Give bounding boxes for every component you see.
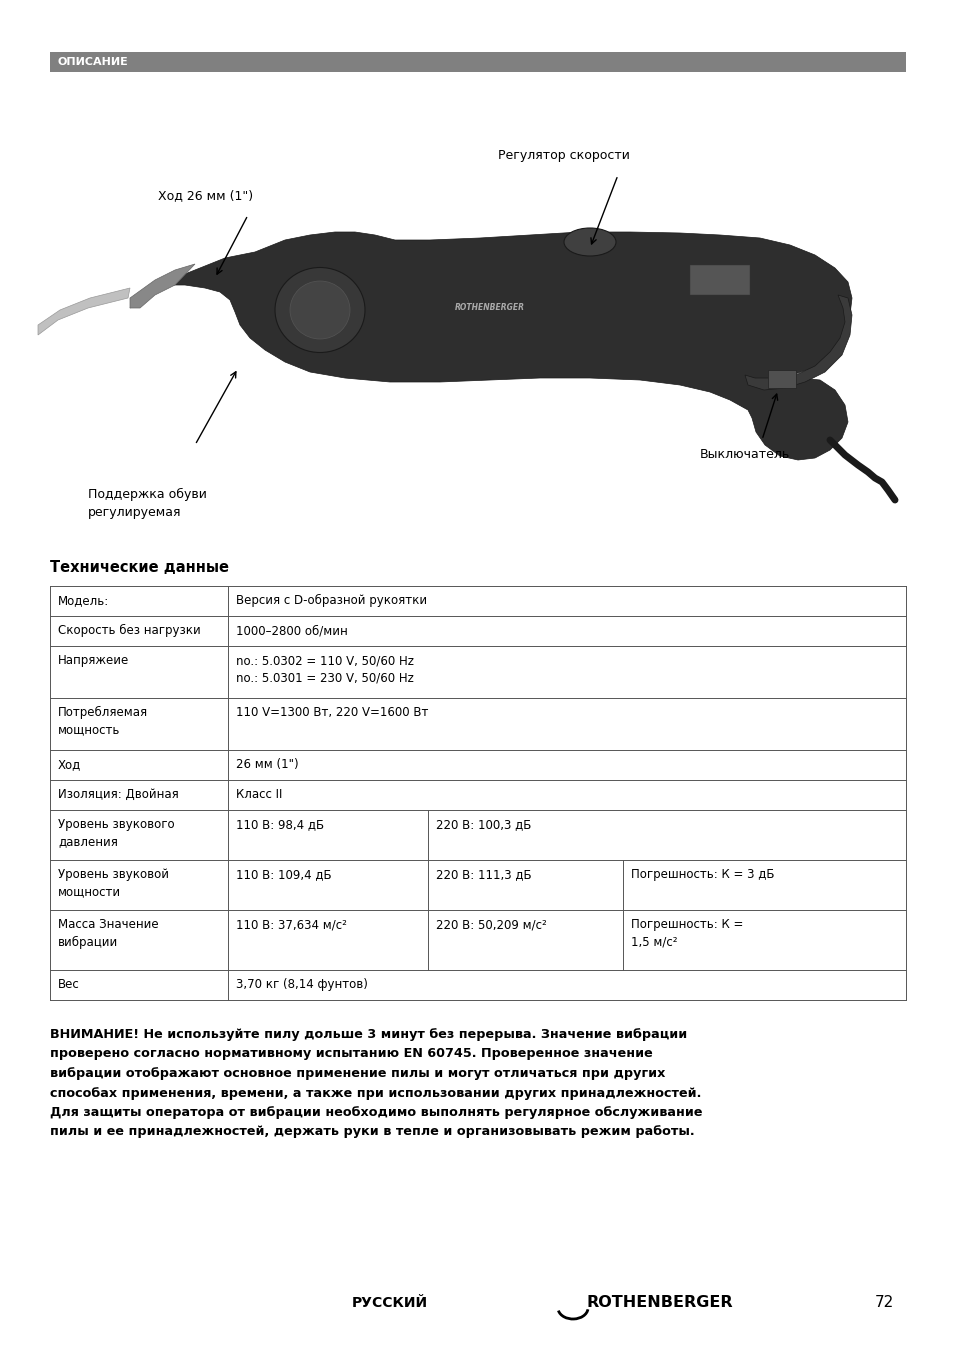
Text: 26 мм (1"): 26 мм (1") [235, 758, 298, 771]
Text: 110 В: 37,634 м/с²: 110 В: 37,634 м/с² [235, 918, 347, 932]
Text: ВНИМАНИЕ! Не используйте пилу дольше 3 минут без перерыва. Значение вибрации: ВНИМАНИЕ! Не используйте пилу дольше 3 м… [50, 1028, 686, 1041]
Bar [50, 646, 905, 698]
Polygon shape [744, 295, 851, 389]
Bar [50, 750, 905, 780]
Text: Уровень звукового
давления: Уровень звукового давления [58, 818, 174, 849]
Text: Выключатель: Выключатель [700, 448, 789, 461]
Text: способах применения, времени, а также при использовании других принадлежностей.: способах применения, времени, а также пр… [50, 1087, 700, 1099]
Text: Напряжеие: Напряжеие [58, 654, 129, 667]
Text: 3,70 кг (8,14 фунтов): 3,70 кг (8,14 фунтов) [235, 977, 368, 991]
Text: проверено согласно нормативному испытанию EN 60745. Проверенное значение: проверено согласно нормативному испытани… [50, 1048, 652, 1060]
Ellipse shape [290, 281, 350, 339]
Text: ОПИСАНИЕ: ОПИСАНИЕ [58, 57, 129, 68]
Text: Вес: Вес [58, 977, 80, 991]
Text: Поддержка обуви
регулируемая: Поддержка обуви регулируемая [88, 488, 207, 519]
Bar [767, 370, 795, 388]
Bar [50, 810, 905, 860]
Text: Версия с D-образной рукоятки: Версия с D-образной рукоятки [235, 594, 427, 607]
Text: Технические данные: Технические данные [50, 560, 229, 575]
Bar [50, 969, 905, 1000]
Ellipse shape [563, 228, 616, 256]
Text: вибрации отображают основное применение пилы и могут отличаться при других: вибрации отображают основное применение … [50, 1067, 664, 1080]
Bar [50, 617, 905, 646]
Text: Ход 26 мм (1"): Ход 26 мм (1") [158, 189, 253, 201]
Text: Класс II: Класс II [235, 788, 282, 800]
Text: Потребляемая
мощность: Потребляемая мощность [58, 706, 148, 737]
Text: Для защиты оператора от вибрации необходимо выполнять регулярное обслуживание: Для защиты оператора от вибрации необход… [50, 1106, 701, 1119]
Text: 220 В: 100,3 дБ: 220 В: 100,3 дБ [436, 818, 531, 831]
Text: ROTHENBERGER: ROTHENBERGER [455, 303, 524, 312]
Text: 110 В: 98,4 дБ: 110 В: 98,4 дБ [235, 818, 324, 831]
Text: 220 В: 50,209 м/с²: 220 В: 50,209 м/с² [436, 918, 546, 932]
Text: 220 В: 111,3 дБ: 220 В: 111,3 дБ [436, 868, 531, 882]
Text: 72: 72 [874, 1295, 893, 1310]
Bar [50, 698, 905, 750]
Text: Скорость без нагрузки: Скорость без нагрузки [58, 625, 200, 637]
Polygon shape [130, 264, 194, 308]
Bar [50, 780, 905, 810]
Bar [50, 910, 905, 969]
Text: Регулятор скорости: Регулятор скорости [497, 149, 629, 162]
Bar [50, 585, 905, 617]
Text: пилы и ее принадлежностей, держать руки в тепле и организовывать режим работы.: пилы и ее принадлежностей, держать руки … [50, 1125, 694, 1138]
Text: 1000–2800 об/мин: 1000–2800 об/мин [235, 625, 348, 637]
Text: РУССКИЙ: РУССКИЙ [352, 1297, 428, 1310]
Text: Изоляция: Двойная: Изоляция: Двойная [58, 788, 178, 800]
Bar [689, 265, 749, 295]
Polygon shape [38, 288, 130, 335]
Text: ROTHENBERGER: ROTHENBERGER [586, 1295, 733, 1310]
Bar [50, 860, 905, 910]
Text: Погрешность: К = 3 дБ: Погрешность: К = 3 дБ [630, 868, 774, 882]
Bar [50, 51, 905, 72]
Text: no.: 5.0302 = 110 V, 50/60 Hz
no.: 5.0301 = 230 V, 50/60 Hz: no.: 5.0302 = 110 V, 50/60 Hz no.: 5.030… [235, 654, 414, 684]
Text: Масса Значение
вибрации: Масса Значение вибрации [58, 918, 158, 949]
Text: Погрешность: К =
1,5 м/с²: Погрешность: К = 1,5 м/с² [630, 918, 742, 949]
Text: 110 В: 109,4 дБ: 110 В: 109,4 дБ [235, 868, 332, 882]
Ellipse shape [274, 268, 365, 353]
Text: 110 V=1300 Вт, 220 V=1600 Вт: 110 V=1300 Вт, 220 V=1600 Вт [235, 706, 428, 719]
Text: Ход: Ход [58, 758, 81, 771]
Polygon shape [130, 233, 851, 460]
Text: Модель:: Модель: [58, 594, 110, 607]
Text: Уровень звуковой
мощности: Уровень звуковой мощности [58, 868, 169, 899]
